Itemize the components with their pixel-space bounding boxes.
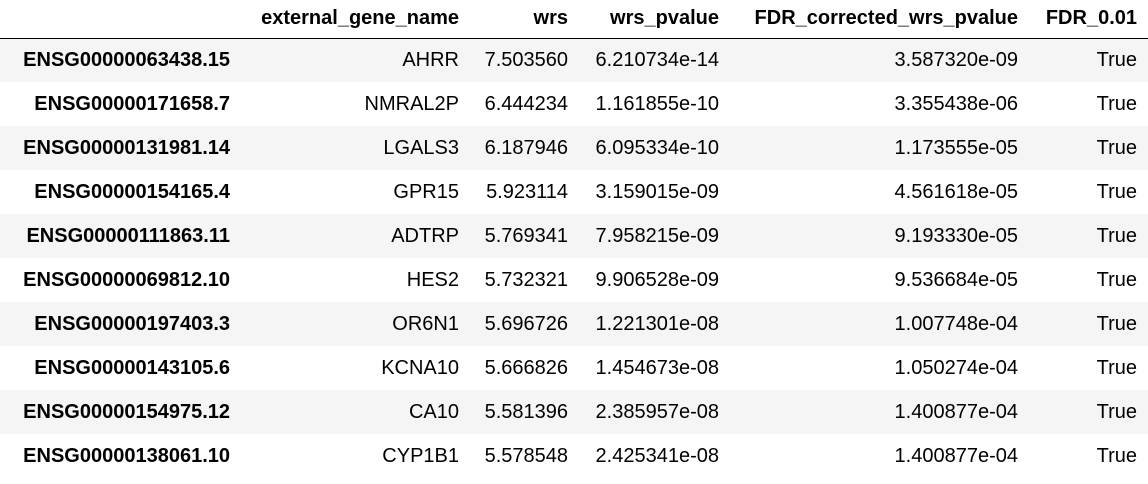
table-row: ENSG00000154975.12 CA10 5.581396 2.385957e-…: [0, 390, 1148, 434]
fdr-0-01-cell: True: [1096, 48, 1137, 71]
external-gene-name-cell: GPR15: [393, 180, 459, 203]
external-gene-name-cell: ADTRP: [391, 224, 459, 247]
wrs-pvalue-cell: 6.210734e-14: [595, 48, 719, 71]
fdr-0-01-cell: True: [1096, 224, 1137, 247]
wrs-pvalue-cell: 1.221301e-08: [595, 312, 719, 335]
fdr-corrected-wrs-pvalue-cell: 3.587320e-09: [894, 48, 1018, 71]
wrs-pvalue-cell: 9.906528e-09: [595, 268, 719, 291]
fdr-corrected-wrs-pvalue-cell: 1.007748e-04: [894, 312, 1018, 335]
wrs-pvalue-cell: 2.425341e-08: [595, 444, 719, 467]
column-header-wrs-pvalue: wrs_pvalue: [579, 0, 730, 39]
row-index-label: ENSG00000111863.11: [26, 224, 230, 247]
external-gene-name-cell: CA10: [408, 400, 459, 423]
external-gene-name-cell: AHRR: [402, 48, 459, 71]
fdr-corrected-wrs-pvalue-cell: 1.400877e-04: [894, 444, 1018, 467]
fdr-corrected-wrs-pvalue-cell: 1.173555e-05: [894, 136, 1018, 159]
fdr-corrected-wrs-pvalue-cell: 9.536684e-05: [894, 268, 1018, 291]
table-header: external_gene_name wrs wrs_pvalue FDR_co…: [0, 0, 1148, 39]
fdr-corrected-wrs-pvalue-cell: 1.400877e-04: [894, 400, 1018, 423]
row-index-label: ENSG00000171658.7: [34, 92, 230, 115]
table-row: ENSG00000063438.15 AHRR 7.503560 6.210734e-…: [0, 38, 1148, 82]
fdr-corrected-wrs-pvalue-cell: 9.193330e-05: [894, 224, 1018, 247]
external-gene-name-cell: KCNA10: [381, 356, 459, 379]
table-row: ENSG00000111863.11 ADTRP 5.769341 7.958215e…: [0, 214, 1148, 258]
external-gene-name-cell: CYP1B1: [382, 444, 459, 467]
wrs-cell: 5.769341: [484, 224, 568, 247]
wrs-pvalue-cell: 2.385957e-08: [595, 400, 719, 423]
wrs-cell: 5.581396: [484, 400, 568, 423]
row-index-label: ENSG00000063438.15: [23, 48, 230, 71]
fdr-corrected-wrs-pvalue-cell: 3.355438e-06: [894, 92, 1018, 115]
table-row: ENSG00000154165.4 GPR15 5.923114 3.159015e-…: [0, 170, 1148, 214]
wrs-pvalue-cell: 1.161855e-10: [595, 92, 719, 115]
fdr-0-01-cell: True: [1096, 312, 1137, 335]
index-header: [0, 0, 240, 39]
fdr-0-01-cell: True: [1096, 180, 1137, 203]
row-index-label: ENSG00000131981.14: [23, 136, 230, 159]
table-row: ENSG00000131981.14 LGALS3 6.187946 6.095334…: [0, 126, 1148, 170]
wrs-cell: 5.578548: [484, 444, 568, 467]
wrs-cell: 5.923114: [486, 180, 568, 203]
table-row: ENSG00000171658.7 NMRAL2P 6.444234 1.161855…: [0, 82, 1148, 126]
wrs-cell: 5.732321: [484, 268, 568, 291]
column-header-wrs: wrs: [470, 0, 579, 39]
wrs-cell: 5.696726: [484, 312, 568, 335]
fdr-0-01-cell: True: [1096, 400, 1137, 423]
row-index-label: ENSG00000069812.10: [23, 268, 230, 291]
wrs-cell: 6.444234: [484, 92, 568, 115]
column-header-fdr-corrected-wrs-pvalue: FDR_corrected_wrs_pvalue: [730, 0, 1029, 39]
column-header-fdr-0-01: FDR_0.01: [1029, 0, 1148, 39]
row-index-label: ENSG00000143105.6: [34, 356, 230, 379]
wrs-cell: 6.187946: [484, 136, 568, 159]
row-index-label: ENSG00000197403.3: [34, 312, 230, 335]
column-header-external-gene-name: external_gene_name: [240, 0, 470, 39]
row-index-label: ENSG00000154165.4: [34, 180, 230, 203]
row-index-label: ENSG00000138061.10: [23, 444, 230, 467]
table-row: ENSG00000143105.6 KCNA10 5.666826 1.454673e…: [0, 346, 1148, 390]
external-gene-name-cell: OR6N1: [392, 312, 459, 335]
header-row: external_gene_name wrs wrs_pvalue FDR_co…: [0, 0, 1148, 39]
table-body: ENSG00000063438.15 AHRR 7.503560 6.210734e-…: [0, 38, 1148, 478]
row-index-label: ENSG00000154975.12: [23, 400, 230, 423]
fdr-0-01-cell: True: [1096, 136, 1137, 159]
fdr-corrected-wrs-pvalue-cell: 1.050274e-04: [894, 356, 1018, 379]
table-row: ENSG00000069812.10 HES2 5.732321 9.906528e-…: [0, 258, 1148, 302]
fdr-0-01-cell: True: [1096, 444, 1137, 467]
wrs-pvalue-cell: 1.454673e-08: [595, 356, 719, 379]
table-row: ENSG00000197403.3 OR6N1 5.696726 1.221301e-…: [0, 302, 1148, 346]
fdr-0-01-cell: True: [1096, 268, 1137, 291]
fdr-0-01-cell: True: [1096, 92, 1137, 115]
fdr-corrected-wrs-pvalue-cell: 4.561618e-05: [894, 180, 1018, 203]
external-gene-name-cell: LGALS3: [383, 136, 459, 159]
external-gene-name-cell: NMRAL2P: [364, 92, 459, 115]
table-row: ENSG00000138061.10 CYP1B1 5.578548 2.425341…: [0, 434, 1148, 478]
wrs-pvalue-cell: 7.958215e-09: [595, 224, 719, 247]
wrs-pvalue-cell: 3.159015e-09: [595, 180, 719, 203]
external-gene-name-cell: HES2: [406, 268, 459, 291]
wrs-cell: 7.503560: [484, 48, 568, 71]
fdr-0-01-cell: True: [1096, 356, 1137, 379]
wrs-pvalue-cell: 6.095334e-10: [595, 136, 719, 159]
wrs-cell: 5.666826: [484, 356, 568, 379]
